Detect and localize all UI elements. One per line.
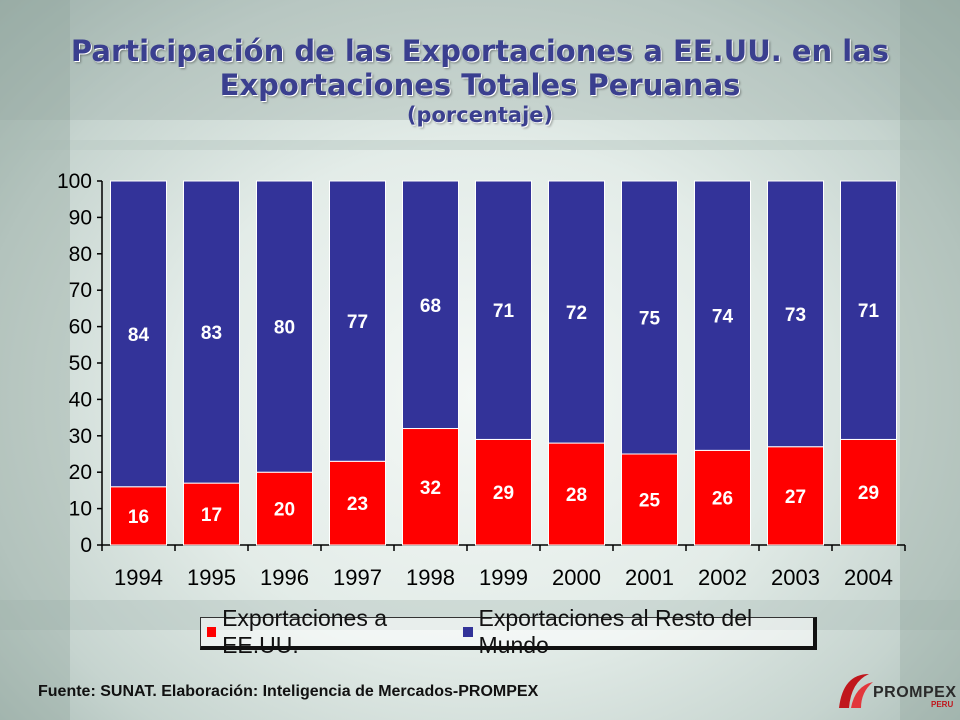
bar-rest — [256, 180, 313, 473]
data-label-usa: 29 — [858, 483, 879, 504]
bar-usa — [548, 442, 605, 546]
data-label-rest: 77 — [347, 312, 368, 333]
legend-swatch-rest — [463, 627, 473, 637]
legend-label-usa: Exportaciones a EE.UU. — [222, 605, 388, 658]
bar-rest — [840, 180, 897, 440]
x-tick-label: 2004 — [844, 565, 893, 590]
bar-rest — [548, 180, 605, 444]
y-tick-label: 0 — [80, 534, 92, 557]
y-tick-label: 10 — [69, 498, 92, 521]
data-label-rest: 74 — [712, 307, 734, 328]
bar-rest — [475, 180, 532, 440]
bar-usa — [329, 460, 386, 546]
x-tick-label: 2002 — [698, 565, 747, 590]
legend-label-rest: Exportaciones al Resto del Mundo — [478, 605, 753, 658]
bar-usa — [621, 453, 678, 546]
logo-subtext: PERU — [931, 700, 954, 709]
title-block: Participación de las Exportaciones a EE.… — [0, 34, 960, 128]
bar-usa — [840, 438, 897, 546]
prompex-logo: PROMPEX PERU — [835, 668, 957, 712]
legend-item-rest: Exportaciones al Resto del Mundo — [463, 605, 797, 659]
y-tick-label: 30 — [69, 425, 92, 448]
y-tick-label: 80 — [69, 243, 92, 266]
y-tick-label: 100 — [57, 170, 92, 193]
data-label-usa: 27 — [785, 487, 806, 508]
legend-item-usa: Exportaciones a EE.UU. — [207, 605, 447, 659]
bar-usa — [767, 446, 824, 546]
chart-title: Participación de las Exportaciones a EE.… — [70, 34, 890, 102]
data-label-rest: 71 — [493, 301, 515, 322]
data-label-rest: 72 — [566, 303, 587, 324]
data-label-rest: 68 — [420, 296, 441, 317]
y-tick-label: 90 — [69, 206, 92, 229]
bar-usa — [110, 486, 167, 546]
data-label-usa: 28 — [566, 485, 587, 506]
chart-legend: Exportaciones a EE.UU. Exportaciones al … — [200, 605, 817, 658]
data-label-rest: 73 — [785, 305, 806, 326]
logo-text: PROMPEX — [873, 684, 957, 701]
data-label-usa: 32 — [420, 478, 441, 499]
legend-swatch-usa — [207, 627, 217, 637]
x-tick-label: 2000 — [552, 565, 601, 590]
x-tick-label: 1997 — [333, 565, 382, 590]
y-tick-label: 40 — [69, 388, 92, 411]
x-tick-label: 2001 — [625, 565, 674, 590]
y-tick-label: 20 — [69, 461, 92, 484]
x-tick-label: 1999 — [479, 565, 528, 590]
data-label-rest: 75 — [639, 309, 661, 330]
x-tick-label: 2003 — [771, 565, 820, 590]
bar-usa — [183, 482, 240, 546]
bar-rest — [183, 180, 240, 484]
data-label-usa: 23 — [347, 494, 368, 515]
bar-usa — [694, 449, 751, 546]
data-label-rest: 84 — [128, 325, 150, 346]
bar-rest — [110, 180, 167, 488]
data-label-rest: 83 — [201, 323, 222, 344]
data-label-usa: 17 — [201, 505, 222, 526]
data-label-usa: 20 — [274, 500, 295, 521]
bar-rest — [694, 180, 751, 451]
data-label-rest: 71 — [858, 301, 880, 322]
bar-usa — [402, 428, 459, 546]
data-label-usa: 29 — [493, 483, 514, 504]
y-tick-label: 60 — [69, 316, 92, 339]
data-label-rest: 80 — [274, 318, 295, 339]
source-footer: Fuente: SUNAT. Elaboración: Inteligencia… — [38, 683, 539, 700]
bar-rest — [621, 180, 678, 455]
bar-usa — [256, 471, 313, 546]
bar-rest — [329, 180, 386, 462]
y-tick-label: 50 — [69, 352, 92, 375]
x-tick-label: 1998 — [406, 565, 455, 590]
data-label-usa: 26 — [712, 489, 733, 510]
chart-subtitle: (porcentaje) — [406, 103, 554, 127]
x-tick-label: 1996 — [260, 565, 309, 590]
data-label-usa: 25 — [639, 491, 661, 512]
bar-rest — [402, 180, 459, 430]
bar-rest — [767, 180, 824, 448]
prompex-logo-mark-icon — [839, 674, 873, 708]
x-tick-label: 1994 — [114, 565, 163, 590]
x-tick-label: 1995 — [187, 565, 236, 590]
data-label-usa: 16 — [128, 507, 149, 528]
y-tick-label: 70 — [69, 279, 92, 302]
